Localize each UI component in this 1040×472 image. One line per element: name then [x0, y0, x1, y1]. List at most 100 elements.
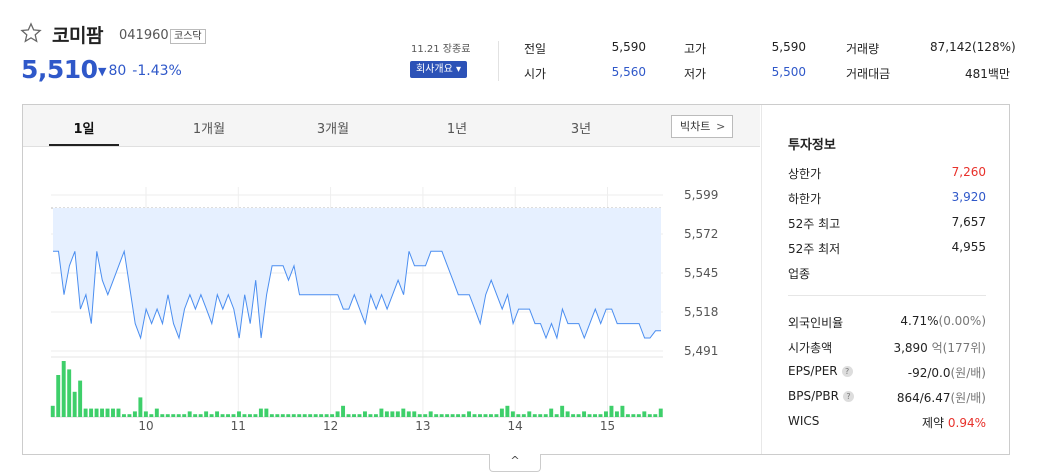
chart-panel: 1일 1개월 3개월 1년 3년 빅차트 > 5,599 5,572 5,545 5,5… — [22, 104, 1010, 455]
volume-bar — [461, 414, 466, 417]
volume-bar — [609, 405, 614, 417]
big-chart-button[interactable]: 빅차트 > — [671, 115, 734, 138]
period-tabs: 1일 1개월 3개월 1년 3년 빅차트 > — [23, 105, 760, 147]
volume-bar — [286, 414, 291, 417]
volume-bar — [94, 408, 99, 417]
company-overview-button[interactable]: 회사개요 ▾ — [410, 61, 467, 78]
volume-bar — [390, 411, 395, 417]
volume-bar — [330, 414, 335, 417]
change-percent: -1.43% — [132, 63, 182, 79]
collapse-button[interactable]: ^ — [489, 454, 541, 472]
volume-bar — [439, 414, 444, 417]
help-icon[interactable]: ? — [841, 366, 853, 377]
help-icon[interactable]: ? — [842, 391, 854, 402]
volume-bar — [319, 414, 324, 417]
volume-bar — [171, 414, 176, 417]
volume-bar — [653, 414, 658, 417]
volume-bar — [50, 405, 55, 417]
volume-bar — [187, 411, 192, 417]
volume-bar — [226, 414, 230, 417]
open-value: 5,560 — [611, 65, 646, 79]
w52-high-value: 7,657 — [951, 215, 986, 229]
volume-bar — [604, 411, 608, 417]
volume-bar — [434, 414, 439, 417]
open-label: 시가 — [524, 67, 547, 81]
volume-bar — [538, 414, 543, 417]
tab-1month[interactable]: 1개월 — [192, 122, 226, 137]
down-arrow-icon: ▼ — [98, 65, 107, 78]
market-cap-label: 시가총액 — [788, 341, 833, 355]
industry-row: 업종 — [788, 265, 986, 281]
volume-bar — [165, 414, 170, 417]
volume-bar — [395, 411, 400, 417]
lower-limit-value: 3,920 — [951, 190, 986, 204]
eps-per-value: -92/0.0 — [907, 366, 951, 380]
volume-bar — [560, 405, 565, 417]
volume-bar — [428, 411, 433, 417]
y-tick-label: 5,599 — [684, 188, 718, 202]
high-value: 5,590 — [771, 40, 806, 54]
volume-bar — [510, 411, 515, 417]
volume-bar — [275, 414, 280, 417]
volume-bar — [258, 408, 263, 417]
volume-bar — [341, 405, 346, 417]
volume-bar — [565, 411, 570, 417]
volume-bar — [373, 414, 378, 417]
volume-bar — [423, 414, 428, 417]
volume-bar — [154, 408, 159, 417]
volume-bar — [488, 414, 493, 417]
favorite-star-icon[interactable] — [20, 22, 42, 44]
volume-bar — [61, 361, 66, 417]
volume-bar — [209, 414, 214, 417]
industry-label: 업종 — [788, 267, 811, 281]
volume-value: 87,142(128%) — [930, 40, 1016, 54]
volume-bar — [313, 414, 318, 417]
volume-bar — [127, 414, 132, 417]
x-tick-label: 15 — [600, 419, 615, 433]
volume-bar — [143, 411, 148, 417]
tab-1year[interactable]: 1년 — [446, 122, 468, 137]
volume-bar — [368, 414, 373, 417]
price-area — [53, 208, 661, 338]
wics-row: WICS 제약 0.94% — [788, 414, 986, 430]
volume-bar — [445, 414, 450, 417]
volume-bar — [532, 414, 537, 417]
volume-bar — [549, 408, 554, 417]
upper-limit-label: 상한가 — [788, 167, 822, 181]
stock-code: 041960 — [119, 28, 169, 43]
current-price: 5,510 — [21, 55, 98, 84]
tab-3month[interactable]: 3개월 — [316, 122, 350, 137]
volume-bar — [352, 414, 356, 417]
prev-close-value: 5,590 — [611, 40, 646, 54]
tab-3year[interactable]: 3년 — [570, 122, 592, 137]
volume-bar — [138, 397, 143, 417]
wics-change: 0.94% — [947, 416, 986, 430]
volume-bar — [324, 414, 329, 417]
w52-low-row: 52주 최저 4,955 — [788, 240, 986, 256]
volume-bar — [269, 414, 274, 417]
volume-bar — [111, 408, 115, 417]
divider — [788, 295, 986, 296]
volume-bar — [121, 414, 126, 417]
market-cap-rank: 억(177위) — [931, 341, 986, 355]
market-cap-value: 3,890 — [893, 341, 928, 355]
wics-industry[interactable]: 제약 — [921, 416, 945, 430]
volume-bar — [160, 414, 165, 417]
volume-bar — [593, 414, 597, 417]
y-tick-label: 5,491 — [684, 344, 718, 358]
volume-bar — [215, 411, 220, 417]
volume-bar — [401, 408, 406, 417]
volume-bar — [554, 414, 559, 417]
volume-bar — [89, 408, 94, 417]
tab-1day[interactable]: 1일 — [73, 122, 95, 137]
upper-limit-value: 7,260 — [951, 165, 986, 179]
lower-limit-label: 하한가 — [788, 192, 822, 206]
volume-bar — [308, 414, 313, 417]
big-chart-label: 빅차트 — [680, 120, 711, 133]
w52-high-label: 52주 최고 — [788, 217, 841, 231]
volume-bar — [182, 414, 187, 417]
volume-bar — [521, 414, 526, 417]
volume-bar — [516, 414, 521, 417]
volume-bar — [264, 408, 269, 417]
divider — [498, 41, 499, 81]
